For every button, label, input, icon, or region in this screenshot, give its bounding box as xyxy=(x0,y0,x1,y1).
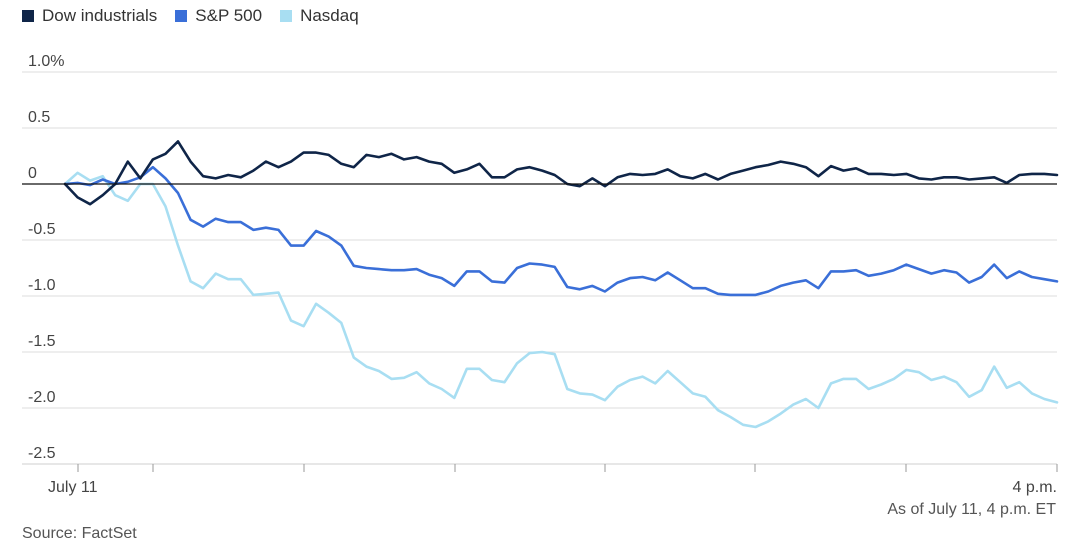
y-tick-label: -2.0 xyxy=(28,389,56,406)
legend-label: S&P 500 xyxy=(195,6,263,25)
legend-swatch xyxy=(280,10,293,22)
x-tick-label: 4 p.m. xyxy=(1013,479,1057,496)
legend-label: Nasdaq xyxy=(300,6,359,25)
legend: Dow industrials S&P 500 Nasdaq xyxy=(22,6,359,26)
y-tick-label: 1.0% xyxy=(28,53,64,70)
legend-item: Dow industrials xyxy=(22,6,157,26)
x-tick-label: July 11 xyxy=(48,479,98,496)
y-tick-label: -1.0 xyxy=(28,277,56,294)
as-of-note: As of July 11, 4 p.m. ET xyxy=(887,501,1056,518)
x-axis: July 11 4 p.m. xyxy=(22,463,1058,496)
legend-swatch xyxy=(175,10,188,22)
series-line xyxy=(63,165,1059,297)
y-tick-label: -2.5 xyxy=(28,445,56,462)
series-lines xyxy=(63,140,1059,429)
legend-label: Dow industrials xyxy=(42,6,158,25)
legend-swatch xyxy=(22,10,34,22)
y-tick-label: 0.5 xyxy=(28,109,50,126)
y-tick-label: -0.5 xyxy=(28,221,56,238)
series-line xyxy=(63,171,1059,429)
legend-item: Nasdaq xyxy=(280,6,359,26)
y-axis-ticks: 1.0% 0.5 0 -0.5 -1.0 -1.5 -2.0 -2.5 xyxy=(28,53,64,462)
y-tick-label: -1.5 xyxy=(28,333,56,350)
source-note: Source: FactSet xyxy=(22,525,137,542)
legend-item: S&P 500 xyxy=(175,6,262,26)
y-tick-label: 0 xyxy=(28,165,37,182)
series-line xyxy=(63,140,1059,206)
